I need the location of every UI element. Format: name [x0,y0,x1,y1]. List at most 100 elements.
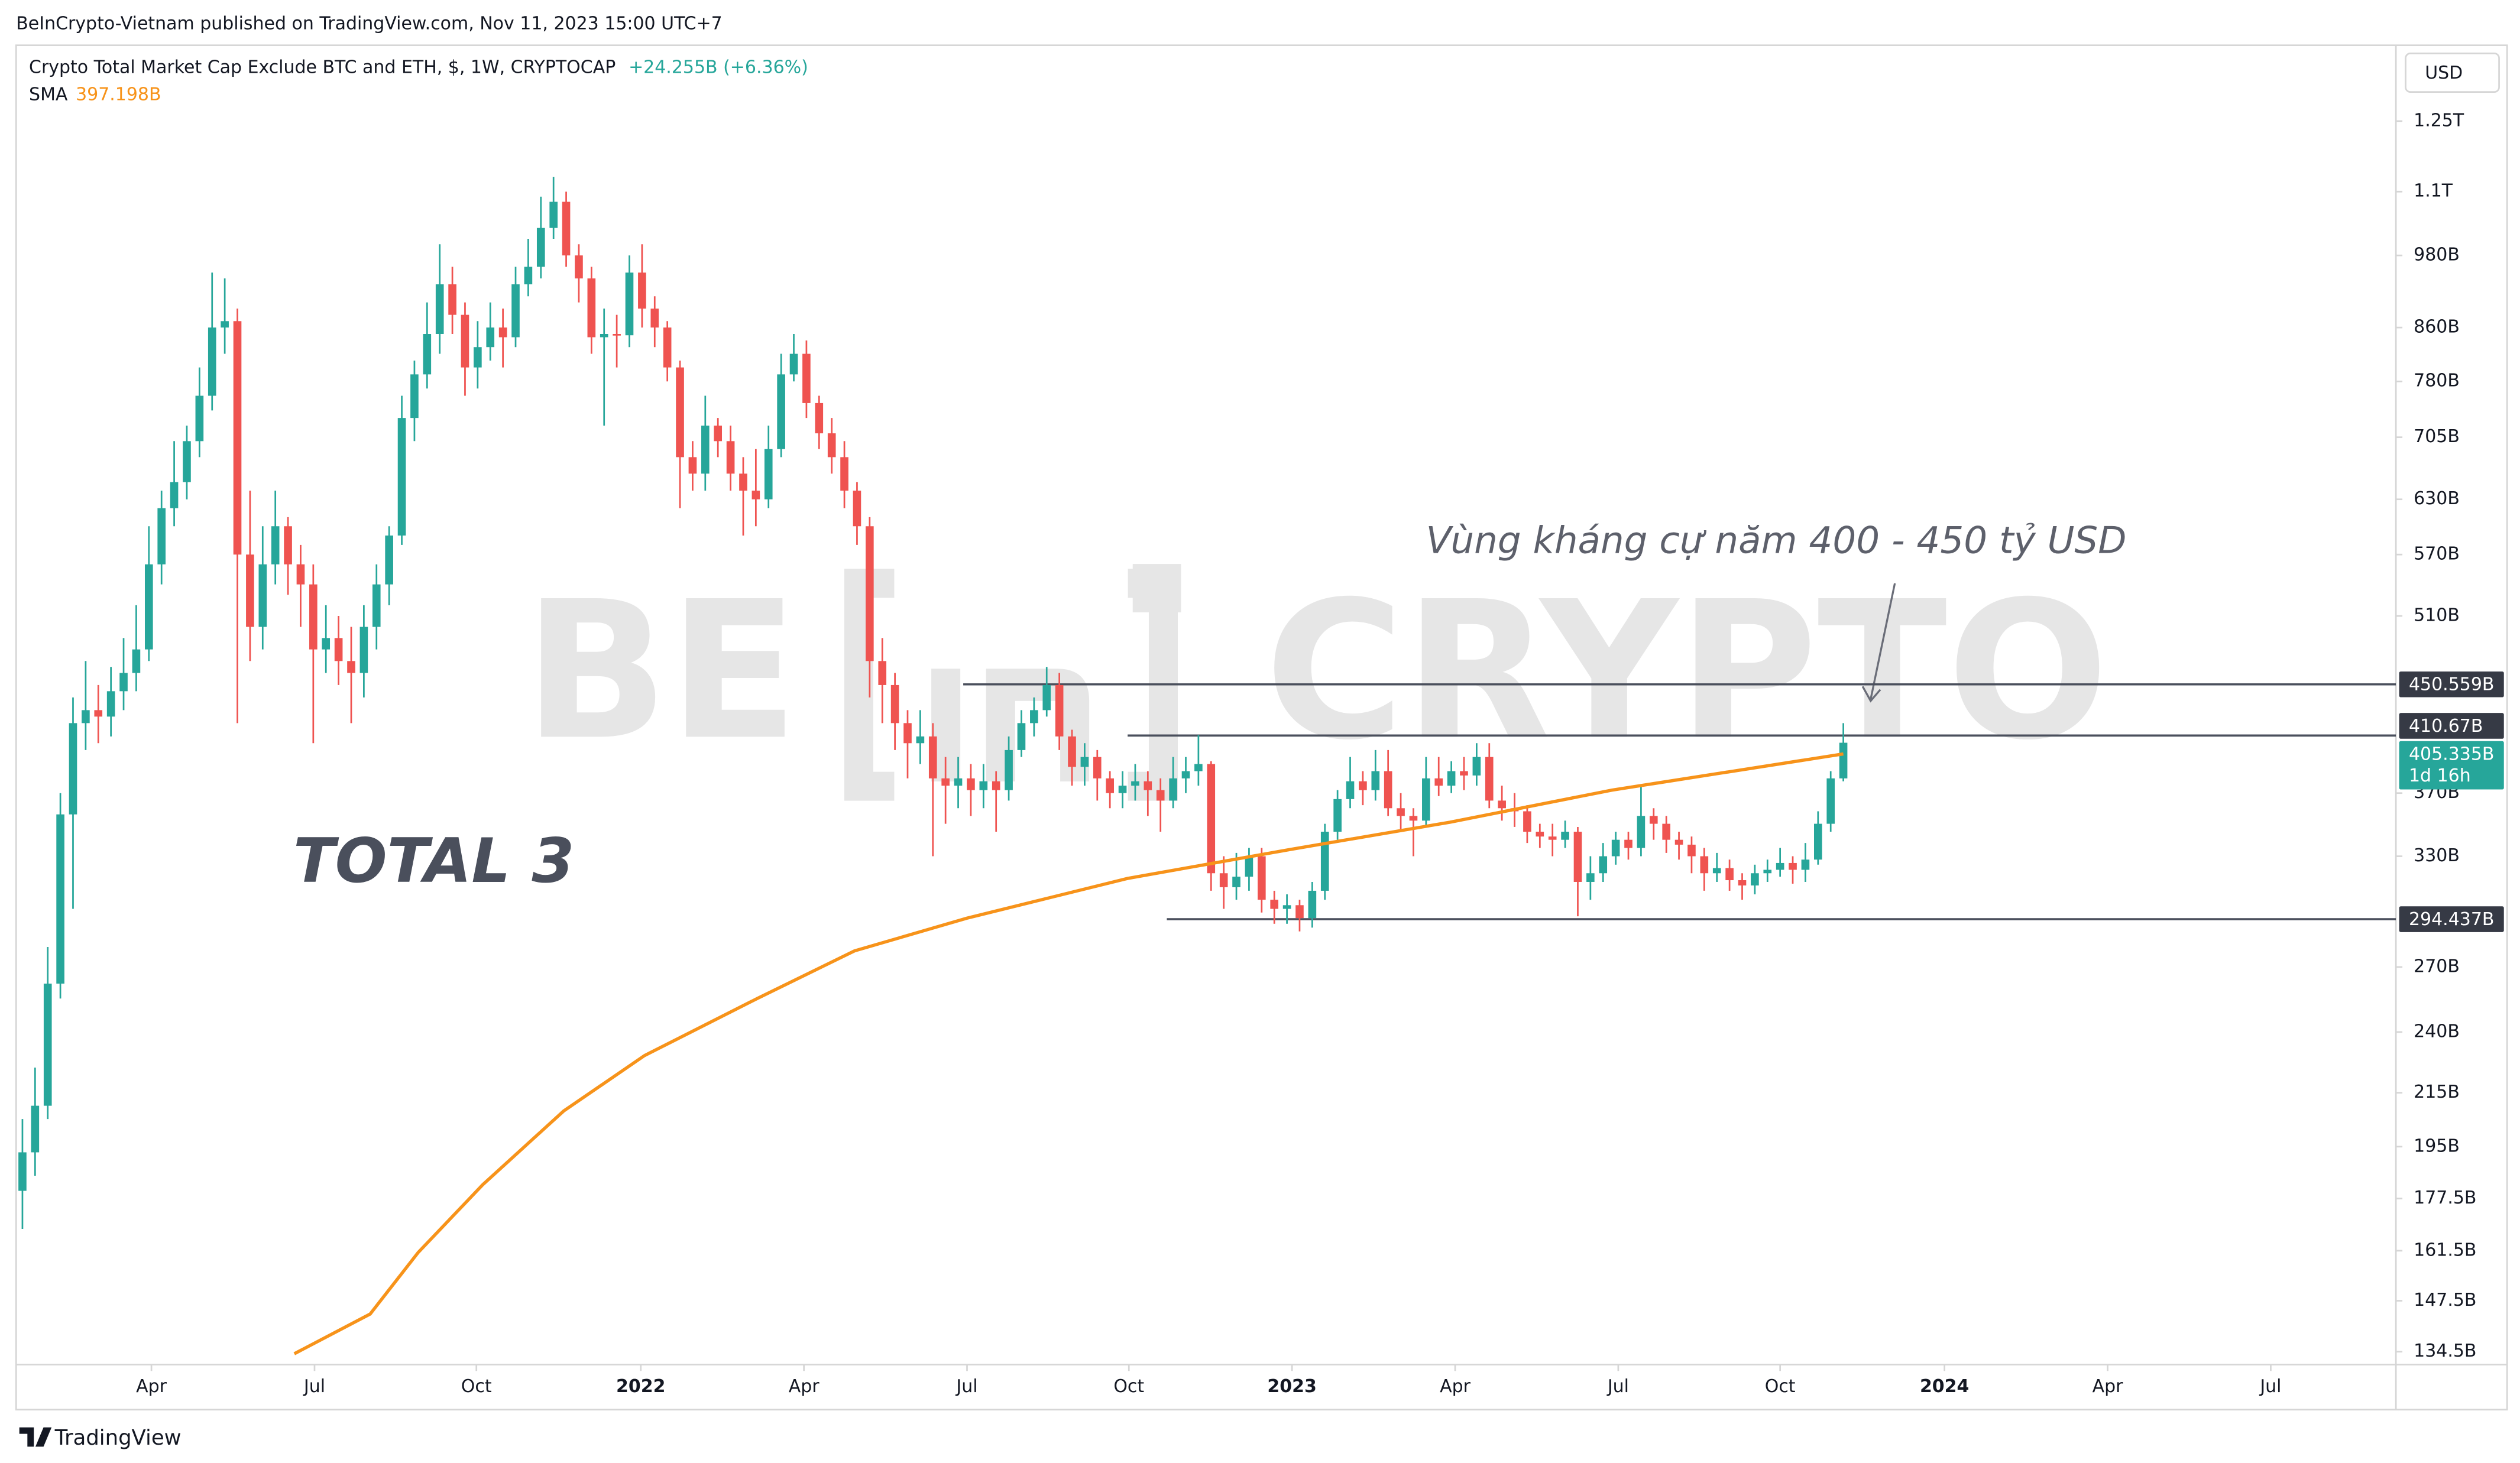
y-tick-label: 161.5B [2414,1240,2476,1260]
candle-body [435,284,444,335]
candle-body [1169,778,1177,801]
y-tick-label: 510B [2414,605,2460,626]
currency-button[interactable] [2405,52,2500,93]
candle-body [1599,856,1608,874]
price-label: 450.559B [2409,674,2495,695]
candle-body [94,710,103,717]
candle-body [967,778,975,790]
legend-title: Crypto Total Market Cap Exclude BTC and … [29,57,616,77]
candle-body [1826,778,1835,824]
last-price-box [2399,741,2504,790]
candle-body [233,321,242,555]
candle-body [536,228,545,267]
candle-body [132,649,141,673]
candle-body [359,627,368,673]
candle-body [195,395,204,442]
candle-body [1548,836,1557,840]
x-tick-label: Jul [1606,1376,1629,1397]
x-tick-label: 2023 [1267,1376,1316,1397]
candle-body [347,661,355,673]
candle-body [1536,832,1544,837]
x-tick-label: Apr [1440,1376,1471,1397]
candle-body [1624,839,1633,848]
candle-body [1839,742,1848,778]
candle-body [916,736,925,744]
candle-body [1282,905,1291,909]
candle-body [1409,816,1418,821]
candle-body [1219,873,1228,887]
y-tick-label: 570B [2414,544,2460,565]
candle-body [1763,870,1772,874]
candle-body [258,564,267,627]
candle-body [777,374,785,449]
candle-body [423,334,432,375]
y-tick-label: 195B [2414,1136,2460,1156]
candle-body [587,278,596,338]
candle-body [385,535,393,585]
candle-body [575,255,583,279]
price-label-box [2399,713,2504,739]
candle-body [157,508,166,565]
candle-body [1320,832,1329,891]
candle-body [170,482,179,508]
candle-body [1751,873,1759,885]
candle-body [461,314,469,368]
candle-body [1561,832,1569,840]
legend-change: +24.255B (+6.36%) [629,57,808,77]
candle-body [1257,856,1266,900]
sma-line [293,752,1844,1355]
candle-body [815,403,824,434]
candle-body [1295,905,1304,919]
price-label: 410.67B [2409,716,2483,737]
y-tick-label: 330B [2414,845,2460,866]
candle-body [322,638,331,650]
x-tick-label: 2024 [1920,1376,1969,1397]
candle-body [1030,710,1038,724]
candle-body [1106,778,1114,793]
watermark-text: CRYPTO [1265,560,2108,781]
candle-body [1118,786,1127,793]
annotation-arrow [1861,583,1896,703]
candle-body [296,564,305,585]
y-tick-label: 705B [2414,426,2460,447]
candle-body [714,426,723,442]
candle-body [752,490,760,499]
candle-body [878,661,887,685]
candle-body [979,781,988,790]
y-tick-label: 134.5B [2414,1341,2476,1361]
y-tick-label: 270B [2414,956,2460,977]
candle-body [1586,873,1595,882]
candle-body [688,457,697,474]
x-tick-label: Apr [2093,1376,2124,1397]
candle-body [1573,832,1582,882]
x-tick-label: Oct [461,1376,492,1397]
candle-body [1055,685,1064,737]
y-tick-label: 630B [2414,488,2460,509]
candle-body [992,781,1000,790]
candle-body [1384,771,1392,809]
last-price-label: 405.335B [2409,744,2495,764]
candle-body [739,473,747,491]
candle-body [1422,778,1430,821]
candle-body [1789,862,1797,870]
candle-body [638,273,646,309]
candle-body [1447,771,1456,786]
candle-body [1068,736,1076,767]
candle-body [1181,771,1190,778]
y-tick-label: 780B [2414,371,2460,391]
currency-label: USD [2425,63,2463,83]
candle-body [1776,862,1784,870]
candle-body [663,327,672,368]
chart-frame [15,44,2508,1411]
candle-body [562,202,571,256]
candle-body [1637,816,1646,848]
candle-body [1371,771,1380,790]
candle-body [1131,781,1139,786]
tv-logo [19,1427,52,1447]
x-tick-label: Apr [136,1376,167,1397]
candle-body [183,441,191,482]
candle-body [1725,868,1734,881]
y-tick-label: 215B [2414,1082,2460,1102]
candle-body [840,457,848,491]
